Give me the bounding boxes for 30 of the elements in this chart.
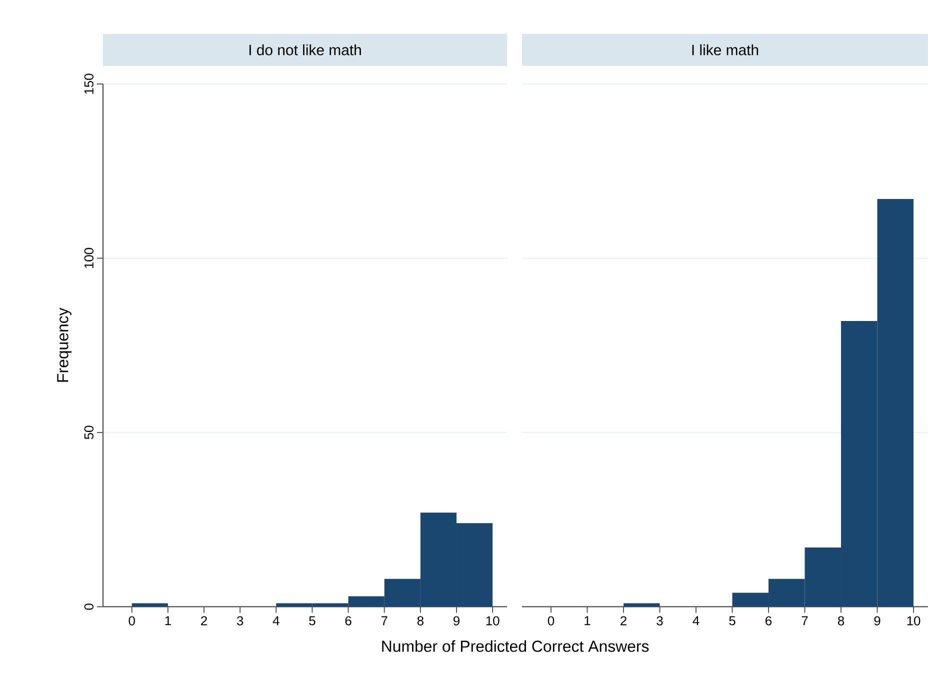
x-tick-label: 1 (584, 616, 590, 626)
x-tick-label: 6 (345, 616, 352, 626)
x-tick-label: 9 (874, 616, 880, 626)
x-tick-label: 3 (236, 616, 244, 626)
x-tick-label: 0 (548, 616, 554, 626)
y-tick-label: 150 (84, 74, 94, 94)
x-tick-label: 4 (272, 616, 280, 626)
x-tick-label: 7 (802, 616, 808, 626)
x-tick-label: 0 (128, 616, 135, 626)
y-axis-title: Frequency (57, 308, 72, 382)
x-tick-label: 7 (381, 616, 388, 626)
x-tick-label: 4 (692, 616, 700, 626)
y-tick-label: 0 (84, 604, 94, 610)
x-tick-label: 2 (201, 616, 207, 626)
x-tick-label: 6 (766, 616, 772, 626)
x-tick-label: 8 (838, 616, 844, 626)
x-tick-label: 3 (656, 616, 663, 626)
chart-title: I like math (692, 44, 758, 56)
x-tick-label: 1 (165, 616, 171, 626)
x-axis-title: Number of Predicted Correct Answers (382, 640, 649, 652)
x-tick-label: 9 (454, 616, 460, 626)
x-tick-label: 10 (486, 616, 500, 626)
x-tick-label: 8 (417, 616, 424, 626)
y-tick-label: 100 (84, 248, 94, 268)
x-tick-label: 10 (907, 616, 920, 626)
x-tick-label: 5 (729, 616, 736, 626)
x-tick-label: 2 (620, 616, 626, 626)
chart-title: I do not like math (249, 44, 361, 56)
x-tick-label: 5 (309, 616, 316, 626)
y-tick-label: 50 (84, 426, 94, 440)
